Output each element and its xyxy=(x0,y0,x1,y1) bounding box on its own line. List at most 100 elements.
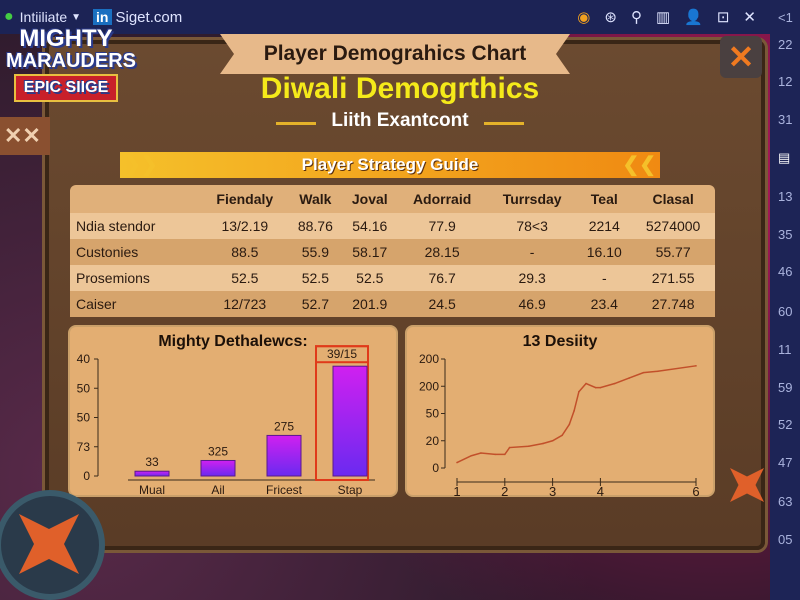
table-cell: 52.5 xyxy=(201,265,289,291)
side-number: 35 xyxy=(778,227,793,242)
data-point xyxy=(561,434,563,437)
bar-chart-title: Mighty Dethalewcs: xyxy=(158,333,308,350)
bar xyxy=(332,365,368,477)
column-header: Turrsday xyxy=(502,191,562,207)
bar-chart: 0 73 50 50 40 33 Mual 325 Ail 275 Fricest 39/15 Stap xyxy=(77,345,375,497)
user-icon[interactable]: 👤 xyxy=(684,9,703,26)
data-point xyxy=(642,371,645,374)
column-header xyxy=(70,185,201,213)
avatar-icon: ▤ xyxy=(778,150,791,165)
data-line xyxy=(456,365,697,464)
y-tick-label: 200 xyxy=(419,352,439,366)
page-title: Diwali Demogrthics xyxy=(260,72,540,105)
chevron-right-icon: ❯❯ xyxy=(124,154,158,176)
table-cell: - xyxy=(486,239,578,265)
action-button[interactable] xyxy=(0,490,105,600)
close-panel-button[interactable]: ✕ xyxy=(720,36,762,78)
column-header: Clasal xyxy=(652,191,694,207)
table-cell: - xyxy=(577,265,632,291)
data-point xyxy=(494,453,497,456)
table-cell: 201.9 xyxy=(342,291,398,317)
side-number: 63 xyxy=(778,494,793,509)
bar-value-label: 33 xyxy=(145,455,159,469)
close-icon[interactable]: ✕ xyxy=(743,9,756,26)
app-name-dropdown[interactable]: Intiiliate xyxy=(19,9,68,25)
data-point xyxy=(599,386,602,389)
row-label: Ndia stendor xyxy=(70,213,202,239)
guide-label: Player Strategy Guide xyxy=(301,155,479,174)
data-point xyxy=(656,370,659,373)
column-header: Joval xyxy=(351,191,388,207)
line-chart: 0 20 50 200 200 1 2 3 4 6 xyxy=(419,352,700,499)
demographics-table: Fiendaly Walk Joval Adorraid Turrsday Teal Cla… xyxy=(70,185,715,317)
bar-value-label: 39/15 xyxy=(327,347,357,361)
line-chart-title: 13 Desiity xyxy=(522,333,598,350)
data-point xyxy=(470,454,473,457)
subtitle: Liith Exantcont xyxy=(270,110,530,132)
table-row: Prosemions 52.5 52.5 52.5 76.7 29.3-271.55 xyxy=(70,265,715,291)
linkedin-icon: in xyxy=(93,9,112,25)
table-row: Caiser 12/723 52.7 201.9 24.5 46.9 23.4 27.748 xyxy=(70,291,715,317)
table-cell: 23.4 xyxy=(577,291,632,317)
strategy-guide-banner: ❯❯ Player Strategy Guide ❮❮ xyxy=(120,152,660,178)
game-logo: MIGHTY MARAUDERS EPIC SIIGE xyxy=(6,27,136,102)
side-number: <1 xyxy=(778,10,793,25)
side-number: 59 xyxy=(778,380,793,395)
table-cell: 54.16 xyxy=(342,213,398,239)
side-number: 60 xyxy=(778,304,793,319)
y-tick-label: 40 xyxy=(77,352,91,366)
side-number: 47 xyxy=(778,455,793,470)
data-point xyxy=(551,439,554,442)
table-cell: 88.76 xyxy=(288,213,343,239)
data-point xyxy=(542,442,544,445)
data-point xyxy=(504,453,506,456)
bar xyxy=(266,434,302,477)
coin-icon[interactable]: ◉ xyxy=(577,9,591,26)
bar xyxy=(134,470,170,477)
side-number: 52 xyxy=(778,417,793,432)
x-tick-label: 1 xyxy=(453,484,460,499)
data-point xyxy=(480,452,482,454)
side-number: 05 xyxy=(778,532,793,547)
highlight-label-box xyxy=(315,345,369,364)
table-cell: 28.15 xyxy=(397,239,487,265)
key-icon[interactable]: ⚲ xyxy=(630,9,642,26)
data-point xyxy=(628,377,630,379)
y-tick-label: 73 xyxy=(77,440,91,454)
data-point xyxy=(695,365,697,367)
chart-ribbon-title: Player Demograhics Chart xyxy=(220,34,570,74)
row-label: Prosemions xyxy=(70,265,202,291)
star-icon xyxy=(19,514,79,574)
side-number: 22 xyxy=(778,37,793,52)
x-tick-label: Fricest xyxy=(266,483,303,497)
y-tick-label: 20 xyxy=(426,434,440,448)
x-tick-label: Ail xyxy=(211,483,224,497)
table-cell: 55.77 xyxy=(631,239,715,265)
table-cell: 2214 xyxy=(577,213,632,239)
bookmark-icon[interactable]: ⊡ xyxy=(716,9,730,26)
gift-icon[interactable]: ▥ xyxy=(655,9,671,26)
table-cell: 24.5 xyxy=(397,291,487,317)
data-point xyxy=(568,423,571,426)
settings-icon[interactable]: ⊛ xyxy=(604,9,617,26)
column-header: Teal xyxy=(590,191,618,207)
table-cell: 13/2.19 xyxy=(201,213,289,239)
back-button[interactable]: ✕✕ xyxy=(0,117,50,155)
column-header: Walk xyxy=(299,191,332,207)
browser-topbar: ● Intiiliate ▼ in Siget.com ◉ ⊛ ⚲ ▥ 👤 ⊡ … xyxy=(0,0,770,34)
table-cell: 12/723 xyxy=(201,291,289,317)
right-number-column: <1 22 12 31 13 35 46 60 11 59 52 47 63 05 ▤ xyxy=(770,0,800,600)
y-tick-label: 0 xyxy=(432,461,439,475)
site-link[interactable]: Siget.com xyxy=(115,8,183,26)
table-cell: 52.5 xyxy=(288,265,343,291)
table-row: Ndia stendor 13/2.19 88.76 54.16 77.9 78<3 221… xyxy=(70,213,715,239)
table-cell: 58.17 xyxy=(342,239,398,265)
x-tick-label: Mual xyxy=(139,483,165,497)
chevron-down-icon[interactable]: ▼ xyxy=(71,11,82,23)
data-point xyxy=(613,382,616,385)
table-cell: 271.55 xyxy=(631,265,715,291)
side-number: 13 xyxy=(778,189,793,204)
x-tick-label: 6 xyxy=(692,484,699,499)
data-point xyxy=(585,382,587,385)
table-cell: 46.9 xyxy=(486,291,578,317)
